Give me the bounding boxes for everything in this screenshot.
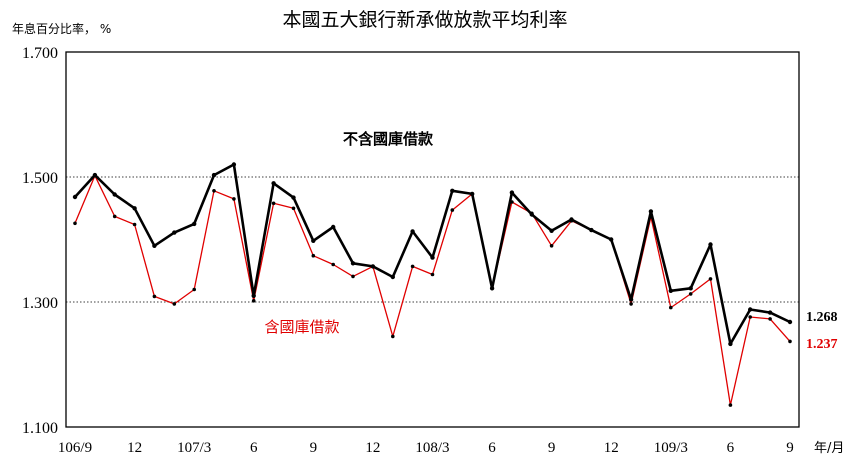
x-tick-label: 6 — [488, 440, 496, 456]
data-point-excl-treasury — [211, 172, 217, 178]
data-point-excl-treasury — [390, 274, 395, 280]
data-point-excl-treasury — [748, 307, 753, 312]
x-tick-label: 6 — [727, 440, 735, 456]
data-point-excl-treasury — [609, 237, 614, 242]
data-point-incl-treasury — [351, 274, 355, 279]
data-point-excl-treasury — [92, 172, 98, 178]
chart-title: 本國五大銀行新承做放款平均利率 — [282, 9, 567, 31]
x-tick-label: 6 — [250, 440, 258, 456]
x-tick-label: 108/3 — [415, 440, 449, 456]
data-point-excl-treasury — [311, 238, 316, 243]
data-point-excl-treasury — [350, 261, 356, 266]
data-point-incl-treasury — [192, 287, 196, 292]
data-point-excl-treasury — [430, 255, 435, 260]
data-point-incl-treasury — [688, 292, 693, 296]
data-point-excl-treasury — [331, 224, 336, 230]
y-tick-label: 1.300 — [22, 295, 58, 312]
data-point-incl-treasury — [172, 302, 177, 306]
data-point-excl-treasury — [112, 192, 117, 197]
data-point-excl-treasury — [569, 217, 574, 222]
data-point-excl-treasury — [291, 195, 296, 200]
data-point-incl-treasury — [331, 262, 336, 267]
data-point-incl-treasury — [271, 201, 276, 206]
data-point-excl-treasury — [787, 319, 793, 325]
data-point-excl-treasury — [410, 229, 415, 234]
data-point-incl-treasury — [549, 244, 554, 248]
data-point-excl-treasury — [648, 209, 654, 214]
data-point-incl-treasury — [251, 299, 256, 303]
data-point-excl-treasury — [529, 212, 534, 217]
x-tick-label: 9 — [786, 440, 794, 456]
data-point-incl-treasury — [232, 197, 236, 201]
data-point-excl-treasury — [271, 181, 276, 186]
data-point-excl-treasury — [231, 162, 237, 167]
data-point-excl-treasury — [450, 188, 455, 193]
data-point-excl-treasury — [708, 242, 713, 247]
data-point-excl-treasury — [72, 194, 78, 200]
x-tick-label: 12 — [365, 440, 380, 456]
data-point-incl-treasury — [132, 222, 137, 227]
data-point-excl-treasury — [767, 310, 773, 315]
data-point-incl-treasury — [152, 294, 157, 299]
data-point-excl-treasury — [172, 230, 177, 235]
data-point-excl-treasury — [688, 286, 693, 291]
data-point-incl-treasury — [669, 305, 673, 310]
x-tick-label: 109/3 — [654, 440, 688, 456]
data-point-incl-treasury — [768, 317, 772, 321]
data-point-incl-treasury — [430, 272, 435, 277]
data-point-incl-treasury — [728, 403, 733, 407]
data-point-incl-treasury — [510, 200, 514, 204]
data-point-incl-treasury — [311, 253, 316, 258]
y-tick-label: 1.500 — [22, 170, 58, 187]
x-tick-label: 106/9 — [58, 440, 92, 456]
end-label-incl-treasury: 1.237 — [806, 337, 838, 352]
data-point-excl-treasury — [370, 264, 376, 269]
data-point-incl-treasury — [450, 208, 455, 212]
data-point-incl-treasury — [629, 302, 633, 306]
data-point-incl-treasury — [708, 277, 713, 281]
data-point-excl-treasury — [132, 206, 137, 211]
y-tick-label: 1.100 — [22, 420, 58, 437]
data-point-incl-treasury — [112, 214, 117, 219]
data-point-excl-treasury — [549, 228, 554, 233]
plot-frame — [65, 51, 800, 428]
x-tick-label: 9 — [548, 440, 556, 456]
series-label-incl-treasury: 含國庫借款 — [264, 318, 339, 336]
data-point-excl-treasury — [628, 297, 634, 302]
x-axis-label: 年/月 — [814, 441, 844, 456]
end-label-excl-treasury: 1.268 — [806, 310, 838, 325]
y-axis-label: 年息百分比率， % — [12, 21, 111, 36]
series-label-excl-treasury: 不含國庫借款 — [343, 130, 434, 148]
data-point-excl-treasury — [470, 191, 475, 197]
x-tick-label: 107/3 — [177, 440, 211, 456]
data-point-incl-treasury — [410, 264, 415, 269]
data-point-incl-treasury — [748, 315, 752, 319]
data-point-incl-treasury — [212, 189, 216, 193]
data-point-excl-treasury — [509, 190, 515, 195]
data-point-excl-treasury — [192, 221, 197, 227]
data-point-incl-treasury — [391, 334, 395, 339]
data-point-excl-treasury — [589, 227, 594, 233]
data-point-excl-treasury — [251, 293, 256, 298]
y-tick-label: 1.700 — [22, 45, 58, 62]
data-point-incl-treasury — [649, 215, 653, 219]
series-line-excl-treasury — [74, 163, 791, 346]
x-tick-label: 12 — [604, 440, 619, 456]
data-point-incl-treasury — [291, 206, 296, 211]
data-point-excl-treasury — [668, 288, 673, 293]
x-tick-label: 12 — [127, 440, 142, 456]
data-point-incl-treasury — [788, 339, 792, 344]
x-tick-label: 9 — [310, 440, 318, 456]
data-point-excl-treasury — [152, 243, 157, 248]
data-point-incl-treasury — [73, 221, 77, 226]
data-point-excl-treasury — [728, 341, 733, 347]
data-point-excl-treasury — [489, 286, 495, 291]
